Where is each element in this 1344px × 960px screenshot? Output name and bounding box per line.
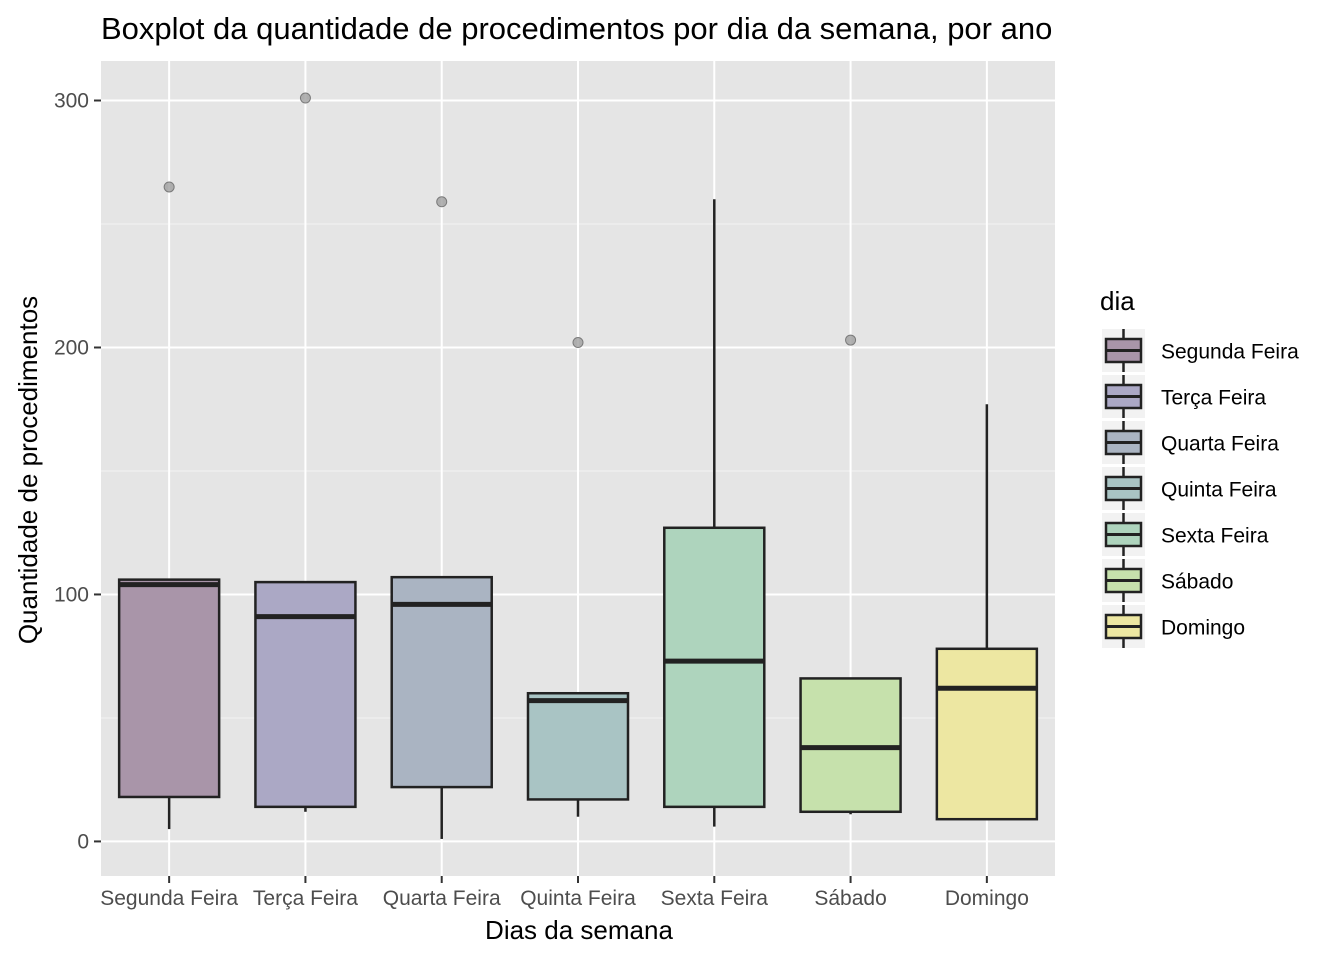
outlier-point [845,334,857,346]
x-tick-label: Sexta Feira [661,887,769,910]
legend-label: Quinta Feira [1161,479,1277,502]
legend-item: Quarta Feira [1102,421,1279,464]
box-0 [117,181,221,830]
boxes [117,92,1039,839]
box-4 [663,199,766,827]
box-2 [390,196,493,839]
legend-item: Sexta Feira [1102,513,1269,556]
legend-label: Segunda Feira [1161,341,1299,364]
x-tick-label: Quinta Feira [520,887,636,910]
outlier-point [299,92,311,104]
legend-item: Quinta Feira [1102,467,1277,510]
box-1 [254,92,357,812]
box-5 [799,334,902,815]
x-axis: Segunda Feira Terça Feira Quarta Feira Quin… [100,876,1029,910]
chart-title: Boxplot da quantidade de procedimentos p… [101,11,1052,46]
outlier-point [572,337,584,349]
x-tick-label: Quarta Feira [383,887,501,910]
legend-item: Segunda Feira [1102,329,1299,372]
box-body [117,578,221,799]
outlier-point [163,181,175,193]
legend-label: Terça Feira [1161,387,1266,410]
legend-item: Domingo [1102,605,1245,648]
x-tick-label: Sábado [814,887,886,910]
outlier-point [436,196,448,208]
x-tick-label: Segunda Feira [100,887,238,910]
box-body [254,580,357,809]
legend-label: Quarta Feira [1161,433,1279,456]
legend-label: Sexta Feira [1161,525,1269,548]
box-body [935,647,1039,821]
x-tick-label: Terça Feira [253,887,358,910]
y-axis-title: Quantidade de procedimentos [13,296,43,644]
y-tick-label: 200 [54,336,89,359]
x-tick-label: Domingo [945,887,1029,910]
box-body [663,526,766,809]
box-body [526,691,630,801]
legend: dia Segunda Feira Terça Feira Quarta Feira… [1100,286,1299,648]
y-tick-label: 0 [77,830,89,853]
box-body [390,575,493,789]
box-3 [526,337,630,817]
legend-label: Sábado [1161,571,1233,594]
legend-title: dia [1100,286,1135,316]
x-axis-title: Dias da semana [485,915,673,945]
y-tick-label: 100 [54,583,89,606]
box-6 [935,404,1039,821]
legend-item: Sábado [1102,559,1233,602]
legend-item: Terça Feira [1102,375,1266,418]
y-tick-label: 300 [54,90,89,113]
y-axis: 0 100 200 300 [54,90,101,853]
legend-label: Domingo [1161,617,1245,640]
